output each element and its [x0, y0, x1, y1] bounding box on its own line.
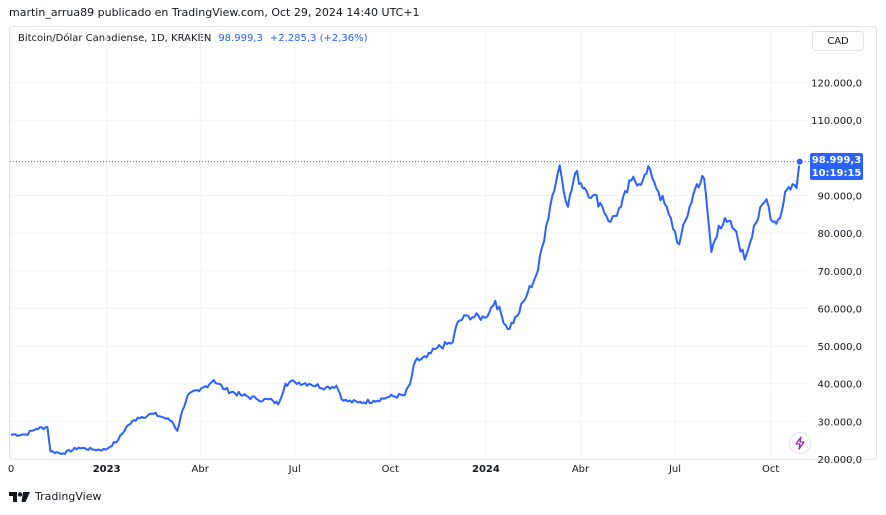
x-tick-label: Abr	[572, 464, 590, 475]
y-axis: 20.000,0 30.000,0 40.000,0 50.000,0 60.000,0…	[811, 79, 862, 466]
y-tick-label: 70.000,0	[817, 267, 862, 278]
last-price-tag: 98.999,3 10:19:15	[810, 153, 863, 180]
x-tick-label: 2024	[472, 464, 500, 475]
x-axis: 0 2023 Abr Jul Oct 2024 Abr Jul Oct	[8, 464, 780, 475]
y-tick-label: 60.000,0	[817, 304, 862, 315]
x-tick-label: 0	[8, 464, 14, 475]
y-tick-label: 80.000,0	[817, 229, 862, 240]
grid-lines	[10, 30, 807, 460]
x-tick-label: Abr	[192, 464, 210, 475]
y-tick-label: 90.000,0	[817, 192, 862, 203]
footer: TradingView	[9, 490, 101, 503]
y-tick-label: 20.000,0	[817, 455, 862, 466]
tradingview-logo-icon	[9, 491, 30, 502]
y-tick-label: 40.000,0	[817, 380, 862, 391]
x-tick-label: 2023	[93, 464, 121, 475]
x-tick-label: Jul	[668, 464, 681, 475]
price-tag-value: 98.999,3	[811, 155, 862, 166]
lightning-icon[interactable]	[789, 432, 811, 454]
currency-button[interactable]: CAD	[812, 31, 864, 51]
x-tick-label: Jul	[288, 464, 301, 475]
symbol-name[interactable]: Bitcoin/Dólar Canadiense, 1D, KRAKEN	[18, 33, 212, 44]
symbol-legend: Bitcoin/Dólar Canadiense, 1D, KRAKEN 98.…	[18, 33, 368, 44]
tradingview-brand[interactable]: TradingView	[35, 490, 102, 503]
y-tick-label: 50.000,0	[817, 342, 862, 353]
y-tick-label: 30.000,0	[817, 417, 862, 428]
price-series-line	[10, 161, 801, 455]
x-tick-label: Oct	[382, 464, 399, 475]
last-price: 98.999,3	[218, 33, 263, 44]
last-price-dot	[795, 157, 804, 166]
y-tick-label: 120.000,0	[811, 79, 862, 90]
y-tick-label: 110.000,0	[811, 116, 862, 127]
publisher-line: martin_arrua89 publicado en TradingView.…	[9, 6, 420, 19]
price-change: +2.285,3 (+2,36%)	[269, 33, 368, 44]
x-tick-label: Oct	[762, 464, 779, 475]
lightning-glyph	[795, 436, 805, 450]
price-tag-countdown: 10:19:15	[811, 168, 862, 179]
